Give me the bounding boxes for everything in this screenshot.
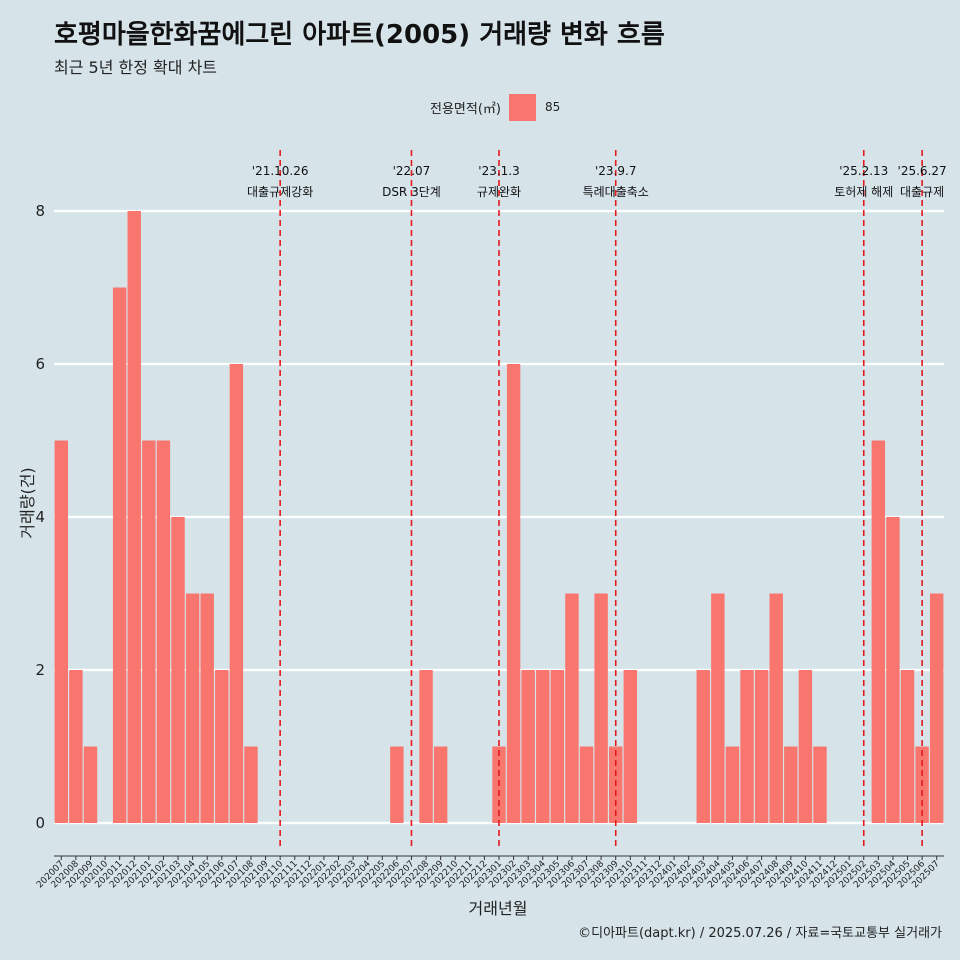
bar-202308	[594, 593, 608, 823]
event-label-3: 특례대출축소	[583, 185, 649, 199]
bars	[54, 211, 944, 823]
legend-key-85	[508, 93, 536, 121]
event-date-2: '23.1.3	[478, 164, 519, 178]
bar-202306	[565, 593, 579, 823]
source-caption: ©디아파트(dapt.kr) / 2025.07.26 / 자료=국토교통부 실…	[578, 926, 942, 941]
bar-202102	[156, 440, 171, 823]
bar-202104	[185, 593, 200, 823]
bar-202505	[900, 670, 915, 823]
chart-subtitle: 최근 5년 한정 확대 차트	[54, 58, 218, 77]
bar-202409	[784, 746, 798, 823]
event-label-4: 토허제 해제	[834, 185, 893, 199]
y-tick-label-8: 8	[35, 202, 45, 220]
event-label-0: 대출규제강화	[247, 185, 313, 199]
event-date-1: '22.07	[393, 164, 431, 178]
bar-202011	[112, 287, 127, 823]
x-axis: 2020072020082020092020102020112020122021…	[35, 855, 944, 890]
bar-202008	[69, 670, 83, 823]
bar-202405	[725, 746, 740, 823]
bar-202404	[711, 593, 725, 823]
x-axis-title: 거래년월	[469, 899, 528, 918]
bar-202507	[929, 593, 944, 823]
y-tick-label-0: 0	[35, 814, 45, 832]
event-date-3: '23.9.7	[595, 164, 636, 178]
bar-202208	[419, 670, 433, 823]
bar-202209	[433, 746, 448, 823]
y-tick-label-2: 2	[35, 661, 45, 679]
bar-202410	[798, 670, 813, 823]
bar-202503	[871, 440, 886, 823]
bar-202310	[623, 670, 638, 823]
event-date-0: '21.10.26	[252, 164, 309, 178]
bar-202406	[740, 670, 754, 823]
bar-202101	[142, 440, 156, 823]
bar-202504	[886, 517, 900, 823]
legend: 전용면적(㎡) 85	[430, 93, 560, 121]
event-label-2: 규제완화	[477, 185, 521, 199]
bar-202303	[521, 670, 535, 823]
bar-202107	[229, 364, 244, 823]
event-label-1: DSR 3단계	[382, 185, 441, 199]
event-markers: '21.10.26 대출규제강화 '22.07 DSR 3단계 '23.1.3 규제완화 '…	[247, 150, 947, 848]
bar-202304	[536, 670, 550, 823]
bar-202009	[83, 746, 98, 823]
bar-202103	[171, 517, 185, 823]
event-date-5: '25.6.27	[898, 164, 947, 178]
bar-202108	[244, 746, 258, 823]
bar-202407	[754, 670, 769, 823]
bar-202206	[390, 746, 404, 823]
legend-title: 전용면적(㎡)	[430, 101, 501, 117]
chart-title: 호평마을한화꿈에그린 아파트(2005) 거래량 변화 흐름	[54, 20, 665, 50]
event-label-5: 대출규제	[900, 185, 944, 199]
bar-202408	[769, 593, 783, 823]
bar-202105	[200, 593, 214, 823]
bar-202106	[215, 670, 229, 823]
event-date-4: '25.2.13	[839, 164, 888, 178]
bar-202307	[579, 746, 594, 823]
bar-202302	[506, 364, 521, 823]
bar-202305	[550, 670, 565, 823]
bar-202007	[54, 440, 69, 823]
y-axis-title: 거래량(건)	[18, 467, 37, 538]
bar-202411	[813, 746, 827, 823]
legend-label-85: 85	[544, 100, 561, 114]
bar-202012	[127, 211, 141, 823]
y-tick-label-6: 6	[35, 355, 45, 373]
y-tick-label-4: 4	[35, 508, 45, 526]
bar-202403	[696, 670, 710, 823]
y-axis-ticks: 0 2 4 6 8	[35, 202, 45, 832]
